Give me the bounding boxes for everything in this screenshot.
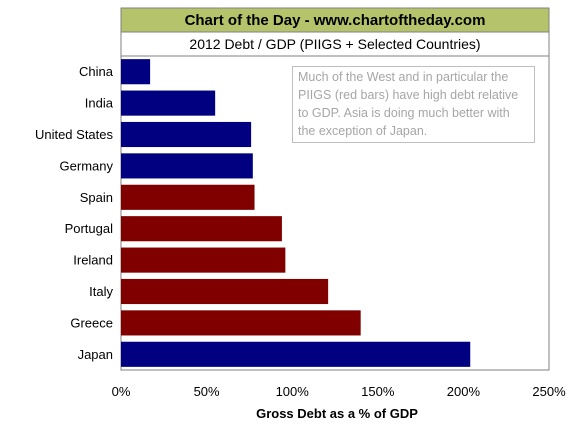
x-axis-label: Gross Debt as a % of GDP <box>256 406 418 421</box>
bar-series <box>121 59 471 367</box>
bar-spain <box>121 184 255 210</box>
bar-japan <box>121 341 471 367</box>
x-tick-label: 150% <box>361 384 395 399</box>
category-label: India <box>85 96 114 111</box>
category-label: Ireland <box>73 253 113 268</box>
category-labels: China India United States Germany Spain Portu… <box>35 64 114 362</box>
x-tick-label: 200% <box>447 384 481 399</box>
bar-ireland <box>121 247 286 273</box>
category-label: China <box>79 64 114 79</box>
category-label: Italy <box>89 284 113 299</box>
category-label: Portugal <box>65 221 114 236</box>
category-label: United States <box>35 127 114 142</box>
bar-china <box>121 59 151 85</box>
bar-united-states <box>121 121 252 148</box>
category-label: Japan <box>78 347 113 362</box>
bar-greece <box>121 310 361 336</box>
x-tick-labels: 0% 50% 100% 150% 200% 250% <box>112 384 566 399</box>
category-label: Greece <box>70 315 113 330</box>
banner-title: Chart of the Day - www.chartoftheday.com <box>185 12 486 29</box>
x-tick-label: 250% <box>532 384 566 399</box>
x-tick-label: 0% <box>112 384 131 399</box>
bar-india <box>121 90 216 116</box>
chart-title: 2012 Debt / GDP (PIIGS + Selected Countr… <box>189 36 480 52</box>
bar-portugal <box>121 216 282 242</box>
x-tick-label: 50% <box>194 384 220 399</box>
annotation-box: Much of the West and in particular the P… <box>292 66 535 143</box>
bar-italy <box>121 278 329 305</box>
banner-bar <box>120 7 550 33</box>
category-label: Germany <box>60 158 114 173</box>
x-tick-label: 100% <box>276 384 310 399</box>
bar-germany <box>121 153 253 179</box>
category-label: Spain <box>80 190 113 205</box>
